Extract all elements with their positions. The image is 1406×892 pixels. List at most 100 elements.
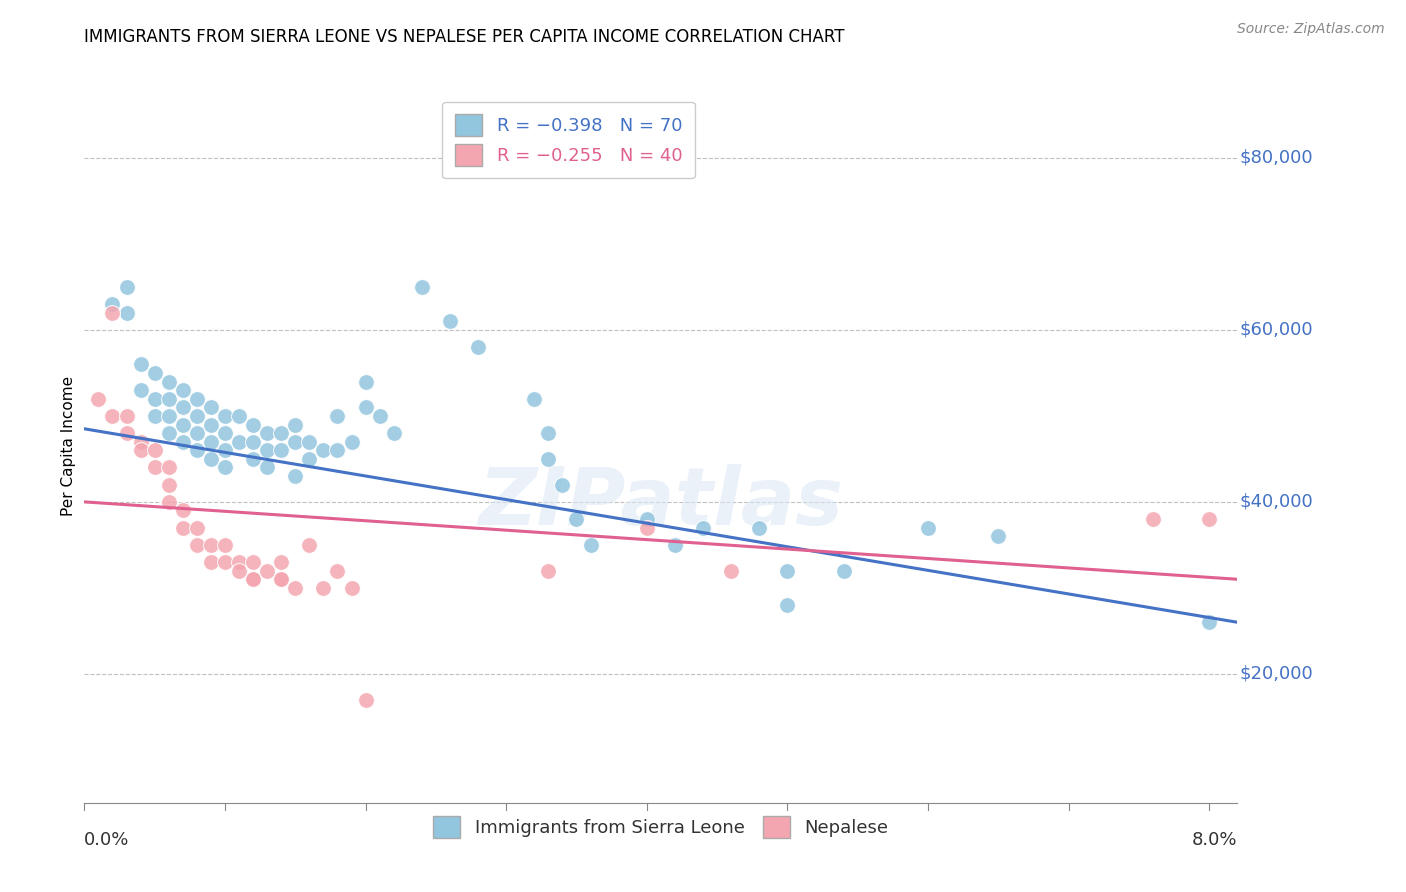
Point — [537, 451, 560, 466]
Point — [129, 443, 152, 458]
Point — [776, 598, 799, 612]
Text: $80,000: $80,000 — [1240, 149, 1313, 167]
Point — [200, 417, 222, 432]
Point — [368, 409, 391, 423]
Point — [312, 443, 335, 458]
Point — [228, 564, 250, 578]
Point — [636, 512, 658, 526]
Point — [242, 434, 264, 449]
Point — [270, 555, 292, 569]
Point — [270, 572, 292, 586]
Point — [242, 451, 264, 466]
Point — [748, 521, 770, 535]
Point — [115, 409, 138, 423]
Point — [1142, 512, 1164, 526]
Point — [157, 392, 180, 406]
Point — [129, 434, 152, 449]
Point — [551, 477, 574, 491]
Point — [143, 460, 166, 475]
Point — [256, 443, 278, 458]
Point — [298, 451, 321, 466]
Point — [242, 572, 264, 586]
Text: 8.0%: 8.0% — [1192, 831, 1237, 849]
Point — [186, 392, 208, 406]
Point — [636, 521, 658, 535]
Point — [214, 443, 236, 458]
Point — [186, 426, 208, 441]
Point — [439, 314, 461, 328]
Point — [326, 564, 349, 578]
Point — [354, 401, 377, 415]
Point — [200, 401, 222, 415]
Point — [284, 417, 307, 432]
Point — [101, 409, 124, 423]
Point — [1198, 512, 1220, 526]
Point — [270, 443, 292, 458]
Point — [776, 564, 799, 578]
Point — [200, 434, 222, 449]
Y-axis label: Per Capita Income: Per Capita Income — [60, 376, 76, 516]
Point — [284, 434, 307, 449]
Legend: Immigrants from Sierra Leone, Nepalese: Immigrants from Sierra Leone, Nepalese — [420, 804, 901, 851]
Point — [692, 521, 714, 535]
Text: 0.0%: 0.0% — [84, 831, 129, 849]
Point — [228, 434, 250, 449]
Point — [664, 538, 686, 552]
Point — [298, 434, 321, 449]
Point — [143, 443, 166, 458]
Point — [186, 521, 208, 535]
Point — [565, 512, 588, 526]
Point — [172, 521, 194, 535]
Point — [312, 581, 335, 595]
Point — [172, 383, 194, 397]
Point — [411, 280, 433, 294]
Point — [284, 469, 307, 483]
Point — [157, 460, 180, 475]
Point — [143, 392, 166, 406]
Point — [284, 581, 307, 595]
Point — [340, 581, 363, 595]
Point — [172, 417, 194, 432]
Point — [228, 555, 250, 569]
Point — [200, 555, 222, 569]
Point — [157, 426, 180, 441]
Point — [298, 538, 321, 552]
Text: $60,000: $60,000 — [1240, 321, 1313, 339]
Point — [200, 538, 222, 552]
Point — [256, 460, 278, 475]
Point — [523, 392, 546, 406]
Text: $40,000: $40,000 — [1240, 493, 1313, 511]
Point — [129, 357, 152, 371]
Point — [537, 564, 560, 578]
Point — [256, 426, 278, 441]
Point — [270, 572, 292, 586]
Point — [270, 426, 292, 441]
Point — [200, 451, 222, 466]
Text: Source: ZipAtlas.com: Source: ZipAtlas.com — [1237, 22, 1385, 37]
Text: IMMIGRANTS FROM SIERRA LEONE VS NEPALESE PER CAPITA INCOME CORRELATION CHART: IMMIGRANTS FROM SIERRA LEONE VS NEPALESE… — [84, 29, 845, 46]
Point — [242, 555, 264, 569]
Point — [242, 417, 264, 432]
Point — [129, 383, 152, 397]
Point — [157, 409, 180, 423]
Point — [256, 564, 278, 578]
Point — [326, 409, 349, 423]
Point — [115, 306, 138, 320]
Point — [143, 366, 166, 380]
Point — [172, 401, 194, 415]
Point — [214, 555, 236, 569]
Point — [214, 426, 236, 441]
Point — [340, 434, 363, 449]
Point — [720, 564, 742, 578]
Point — [214, 460, 236, 475]
Point — [101, 306, 124, 320]
Point — [87, 392, 110, 406]
Point — [214, 409, 236, 423]
Point — [186, 538, 208, 552]
Point — [382, 426, 405, 441]
Point — [214, 538, 236, 552]
Point — [354, 375, 377, 389]
Point — [832, 564, 855, 578]
Point — [172, 434, 194, 449]
Point — [242, 572, 264, 586]
